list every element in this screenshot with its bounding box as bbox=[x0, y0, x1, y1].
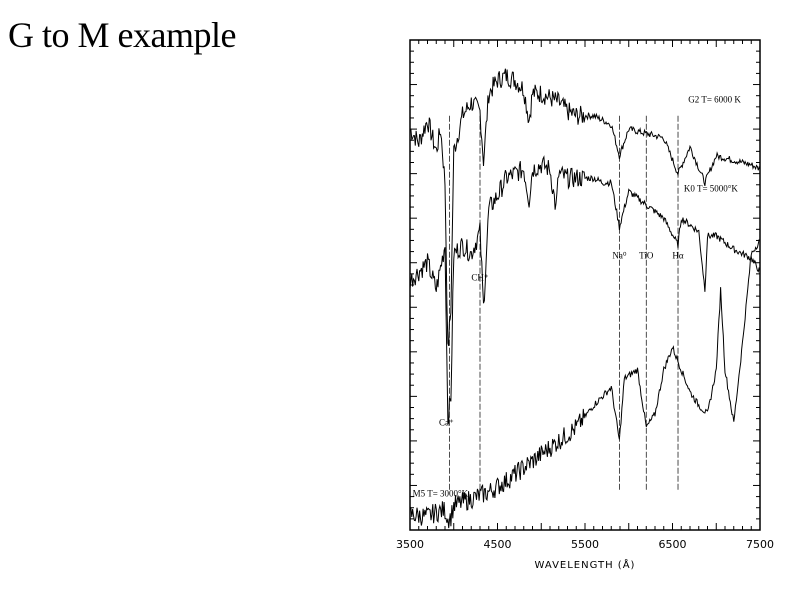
slide-title: G to M example bbox=[8, 15, 236, 55]
x-tick-labels: 3500 4500 5500 6500 7500 bbox=[396, 538, 774, 551]
x-axis-title: WAVELENGTH (Å) bbox=[535, 558, 636, 571]
series-label: G2 T= 6000 K bbox=[688, 94, 741, 104]
series-label: M5 T= 3000°K bbox=[413, 489, 469, 499]
series-label: K0 T= 5000°K bbox=[684, 183, 739, 193]
plot-frame bbox=[409, 39, 761, 531]
series-line-3 bbox=[409, 239, 761, 529]
x-tick-label: 4500 bbox=[484, 538, 512, 551]
annotation-labels: Ca⁺ CH⁺ Na⁰ TiO Hα bbox=[439, 250, 684, 427]
annotation-label: CH⁺ bbox=[471, 273, 489, 283]
series-labels: G2 T= 6000 K K0 T= 5000°K M5 T= 3000°K bbox=[413, 94, 742, 498]
line-markers bbox=[449, 115, 679, 490]
series-line-2 bbox=[409, 155, 761, 426]
x-tick-label: 5500 bbox=[571, 538, 599, 551]
annotation-label: Hα bbox=[672, 250, 683, 260]
minor-ticks bbox=[409, 39, 761, 531]
series-line-1 bbox=[409, 68, 761, 347]
x-tick-label: 7500 bbox=[746, 538, 774, 551]
annotation-label: Na⁰ bbox=[612, 250, 626, 260]
annotation-label: Ca⁺ bbox=[439, 417, 454, 427]
series-layer bbox=[409, 68, 761, 529]
x-tick-label: 6500 bbox=[659, 538, 687, 551]
annotation-label: TiO bbox=[639, 250, 654, 260]
x-tick-label: 3500 bbox=[396, 538, 424, 551]
